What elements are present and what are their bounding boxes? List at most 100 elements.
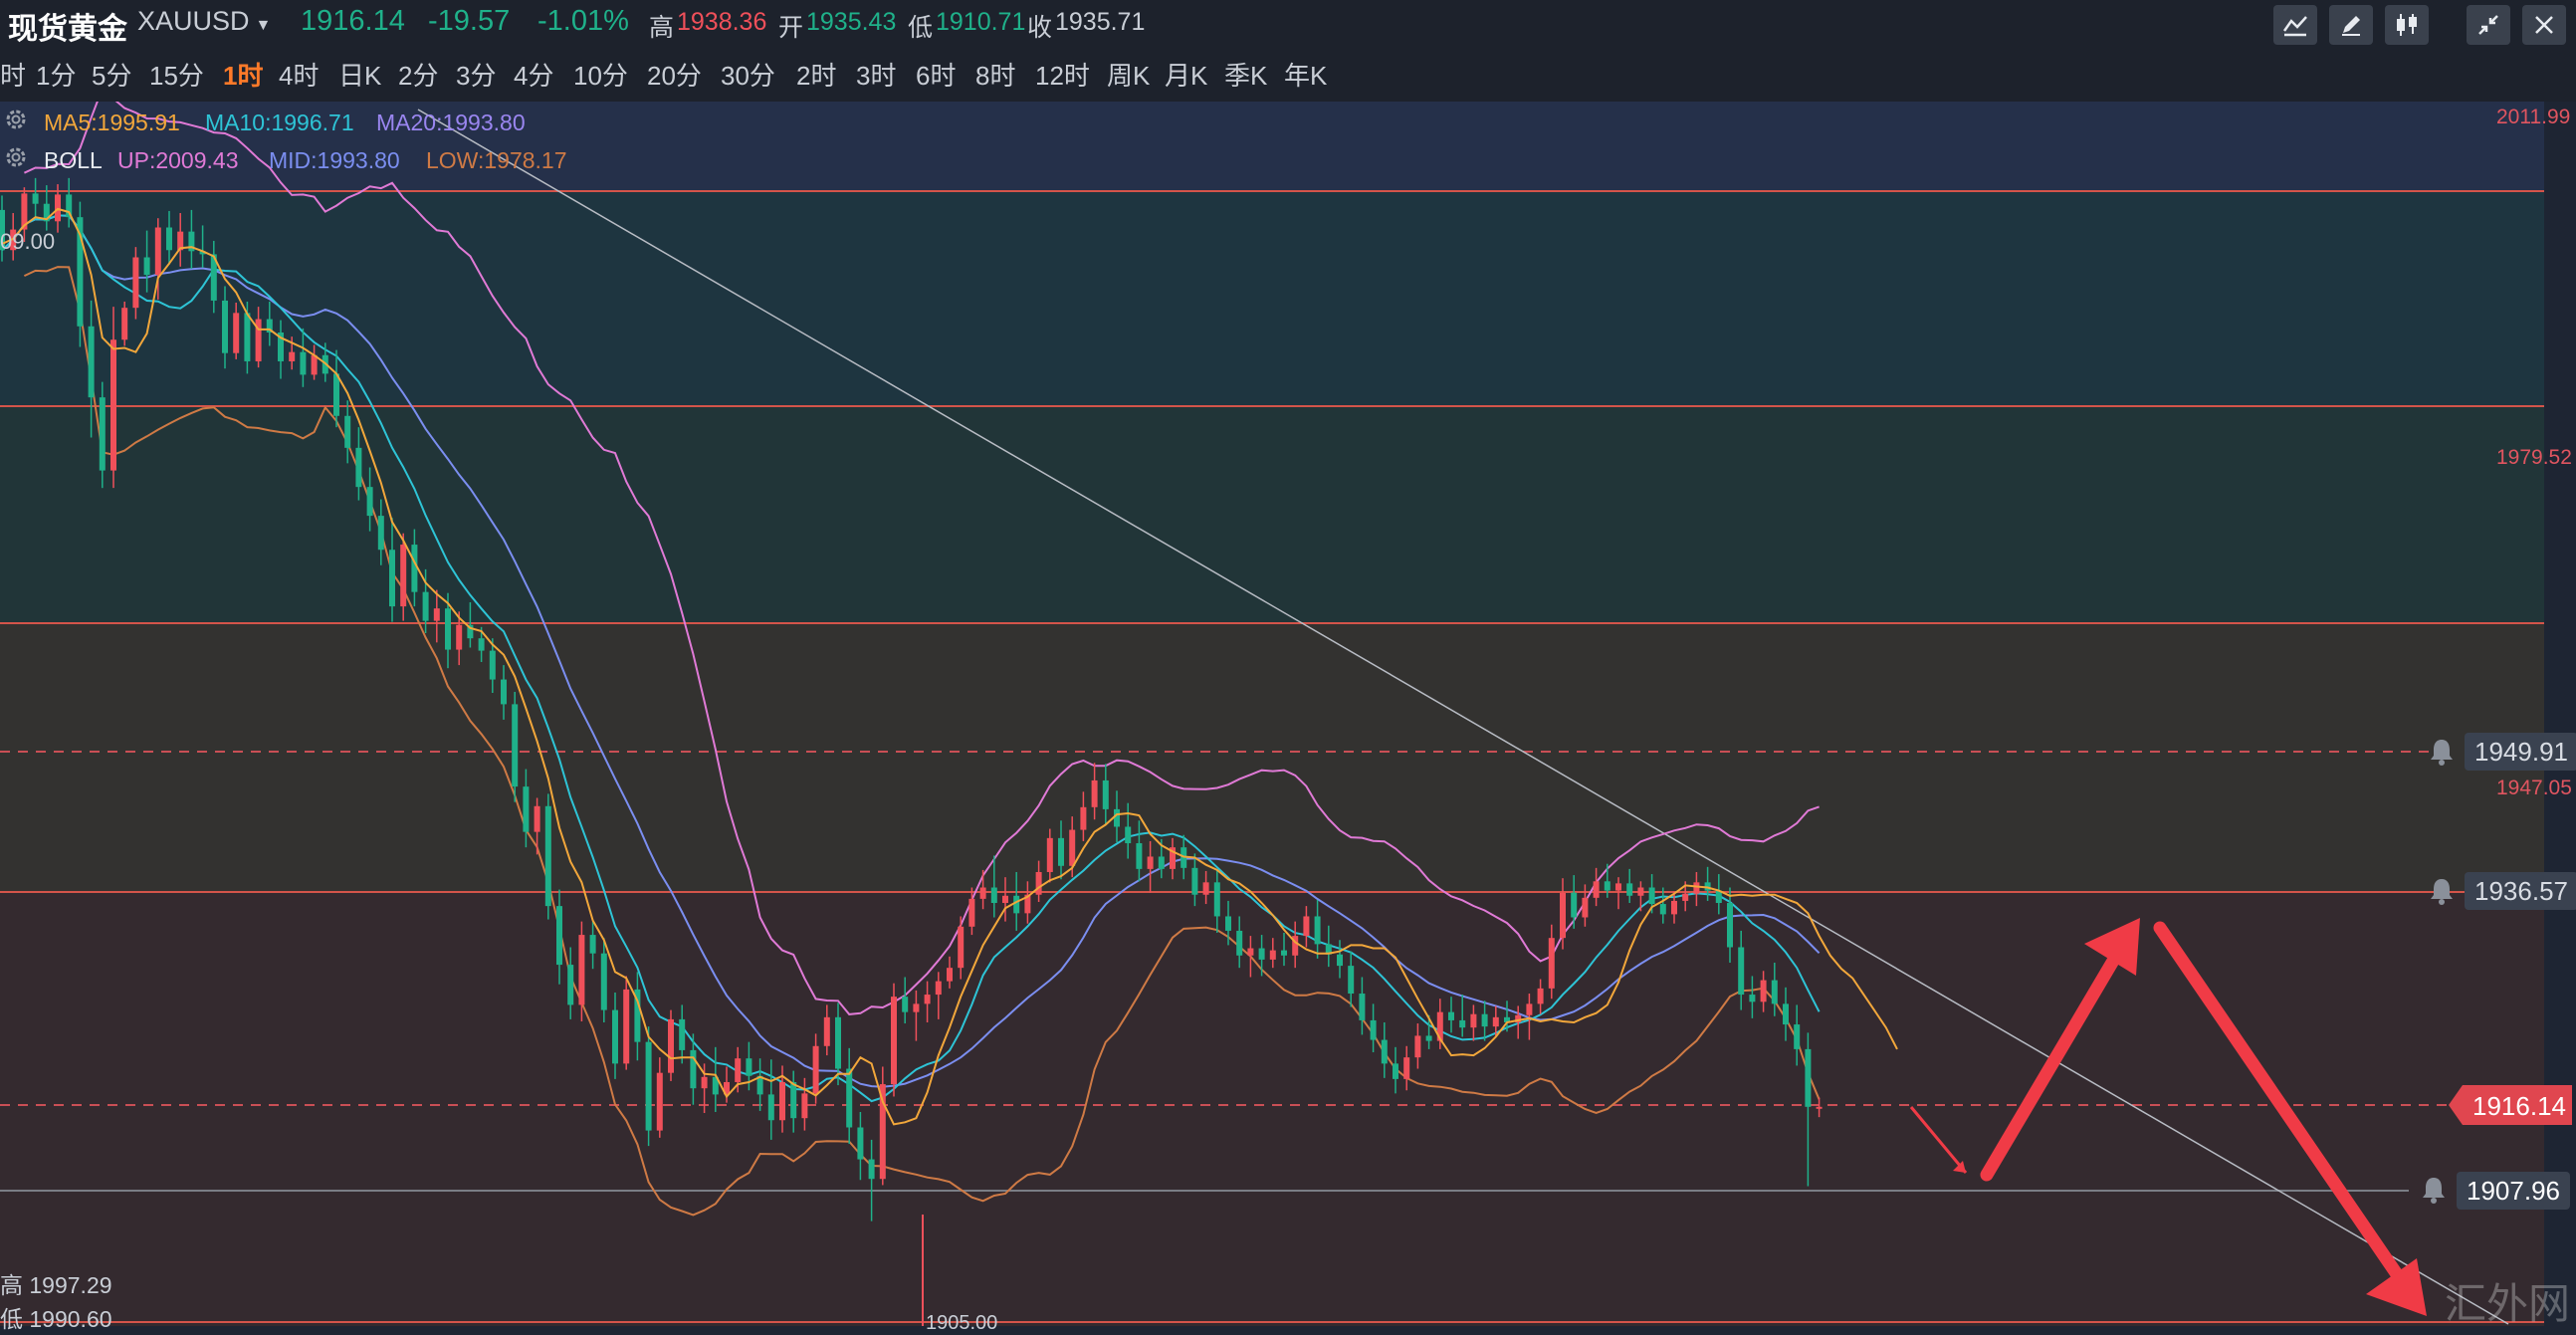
candle-body [1783,1003,1789,1025]
bell-icon[interactable] [2425,735,2459,769]
timeframe-item[interactable]: 6时 [916,61,957,91]
timeframe-item[interactable]: 2时 [796,61,837,91]
ma10-path [1,214,1821,1103]
draw-button[interactable] [2329,5,2373,45]
gear-icon[interactable] [4,145,28,169]
trend-line[interactable] [417,109,2509,1325]
bell-icon[interactable] [2425,874,2459,908]
timeframe-item-active[interactable]: 1时 [223,61,264,91]
symbol-header-bar: 现货黄金 XAUUSD ▼ 1916.14 -19.57 -1.01% 高 193… [0,0,2576,46]
candle-body [344,415,351,448]
timeframe-item[interactable]: 12时 [1035,61,1090,91]
timeframe-item[interactable]: 10分 [573,61,628,91]
candle-body [1002,895,1008,904]
price-chart[interactable] [0,102,2576,1326]
candle-body [1046,837,1053,872]
timeframe-item[interactable]: 3分 [456,61,497,91]
boll-lower-path [23,266,1821,1217]
timeframe-item[interactable]: 30分 [721,61,775,91]
symbol-text: XAUUSD [137,6,250,36]
candle-body [578,935,585,1005]
candle-body [567,965,574,1005]
candle-body [1125,826,1132,844]
close-button[interactable] [2522,5,2566,45]
candle-body [801,1093,808,1119]
candle-body [99,397,106,471]
candle-body [377,516,384,551]
candle-body [1035,871,1042,895]
candle-body [913,1003,920,1012]
bell-icon[interactable] [2417,1173,2451,1207]
candle-body [724,1081,730,1095]
candle-body [979,887,986,899]
timeframe-item[interactable]: 时 [0,61,27,91]
timeframe-item[interactable]: 3时 [856,61,897,91]
timeframe-item[interactable]: 月K [1165,61,1208,91]
chart-type-button[interactable] [2385,5,2429,45]
candle-body [478,638,485,651]
candle-body [846,1068,853,1128]
alert-price-tag[interactable]: 1949.91 [2465,733,2576,771]
candle-body [746,1058,752,1076]
timeframe-item[interactable]: 4分 [514,61,554,91]
candle-body [1381,1039,1388,1064]
open-value: 1935.43 [806,8,897,36]
price-label-mid: 1979.52 [2496,446,2572,469]
instrument-symbol-selector[interactable]: XAUUSD ▼ [137,6,271,37]
timeframe-item[interactable]: 1分 [36,61,77,91]
projection-up-arrow [1980,949,2123,1182]
candle-body [1425,1035,1432,1041]
candle-body [1492,1016,1499,1027]
chart-line-icon [2282,16,2307,37]
price-label-right: 1947.05 [2496,777,2572,799]
candle-body [188,231,195,252]
timeframe-item[interactable]: 15分 [149,61,204,91]
candle-body [1593,881,1600,898]
boll-upper-path [23,102,1820,1015]
gear-icon[interactable] [4,108,28,131]
candle-body [355,447,362,488]
candle-body [523,786,530,832]
projection-up-arrow-head [2084,918,2140,976]
chart-panel[interactable] [0,102,2576,1326]
candle-body [1671,900,1677,915]
candle-body [1626,883,1633,896]
candle-body [1337,954,1343,967]
candle-body [1348,966,1355,995]
timeframe-item[interactable]: 2分 [398,61,439,91]
pencil-icon [2342,16,2360,36]
candlestick-series [0,177,1823,1222]
timeframe-item[interactable]: 季K [1224,61,1268,91]
candle-body [701,1076,708,1089]
timeframe-item[interactable]: 5分 [92,61,132,91]
timeframe-item[interactable]: 4时 [279,61,320,91]
price-label-top: 2011.99 [2496,106,2571,128]
indicator-button[interactable] [2273,5,2317,45]
projection-down-arrow [2153,921,2404,1281]
candle-body [645,1041,652,1131]
candle-body [110,339,116,471]
visible-high: 高 1997.29 [0,1272,112,1298]
candle-body [1393,1063,1398,1079]
candle-body [143,257,150,276]
timeframe-item[interactable]: 年K [1284,61,1328,91]
alert-price-tag[interactable]: 1936.57 [2465,872,2576,910]
alert-price-tag[interactable]: 1907.96 [2457,1172,2570,1210]
collapse-button[interactable] [2467,5,2510,45]
candle-body [400,545,407,607]
candle-body [266,319,273,334]
timeframe-item[interactable]: 日K [338,61,382,91]
timeframe-item[interactable]: 20分 [647,61,702,91]
timeframe-item[interactable]: 周K [1107,61,1151,91]
ma5-value: MA5:1995.91 [44,110,180,135]
candle-body [1191,867,1198,895]
boll-upper-band [23,102,1820,1015]
watermark: 汇外网 [2445,1279,2571,1328]
candle-body [1727,903,1733,948]
candle-body [55,194,61,222]
candle-body [255,319,262,361]
candle-body [679,1018,686,1050]
ma20-path [1,214,1821,1088]
timeframe-item[interactable]: 8时 [975,61,1016,91]
candle-body [1749,995,1756,1002]
